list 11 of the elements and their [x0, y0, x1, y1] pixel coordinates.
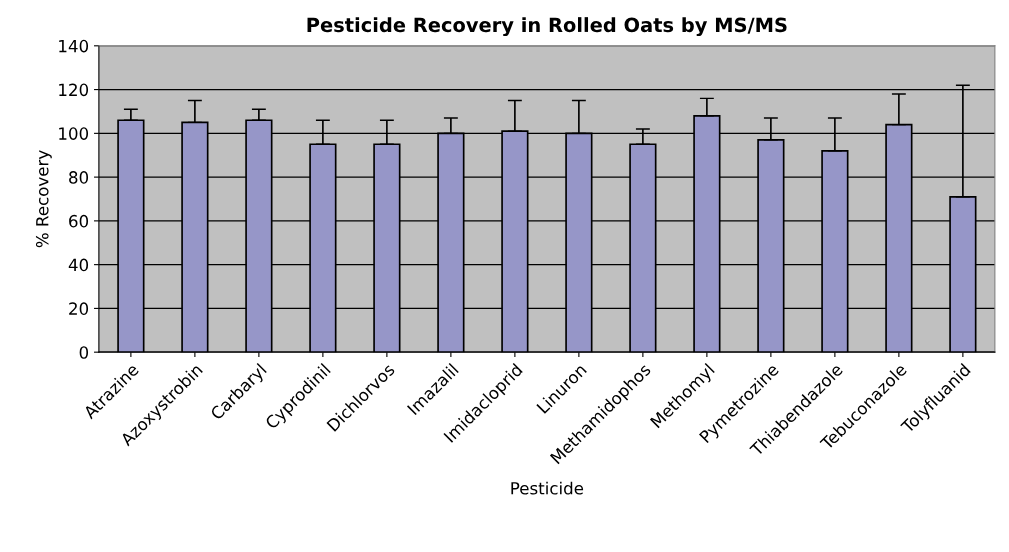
y-tick-label: 20	[69, 302, 89, 315]
y-tick-label: 40	[68, 258, 89, 272]
y-tick-label: 0	[79, 346, 89, 359]
y-tick-label: 100	[59, 127, 89, 140]
y-tick-label: 80	[69, 171, 89, 184]
x-axis-title: Pesticide	[511, 481, 584, 495]
chart-title: Pesticide Recovery in Rolled Oats by MS/MS	[307, 17, 787, 37]
y-tick-label: 60	[69, 214, 89, 228]
y-tick-label: 140	[59, 39, 89, 53]
y-tick-label: 120	[59, 83, 89, 97]
y-axis-title: % Recovery	[35, 150, 52, 248]
